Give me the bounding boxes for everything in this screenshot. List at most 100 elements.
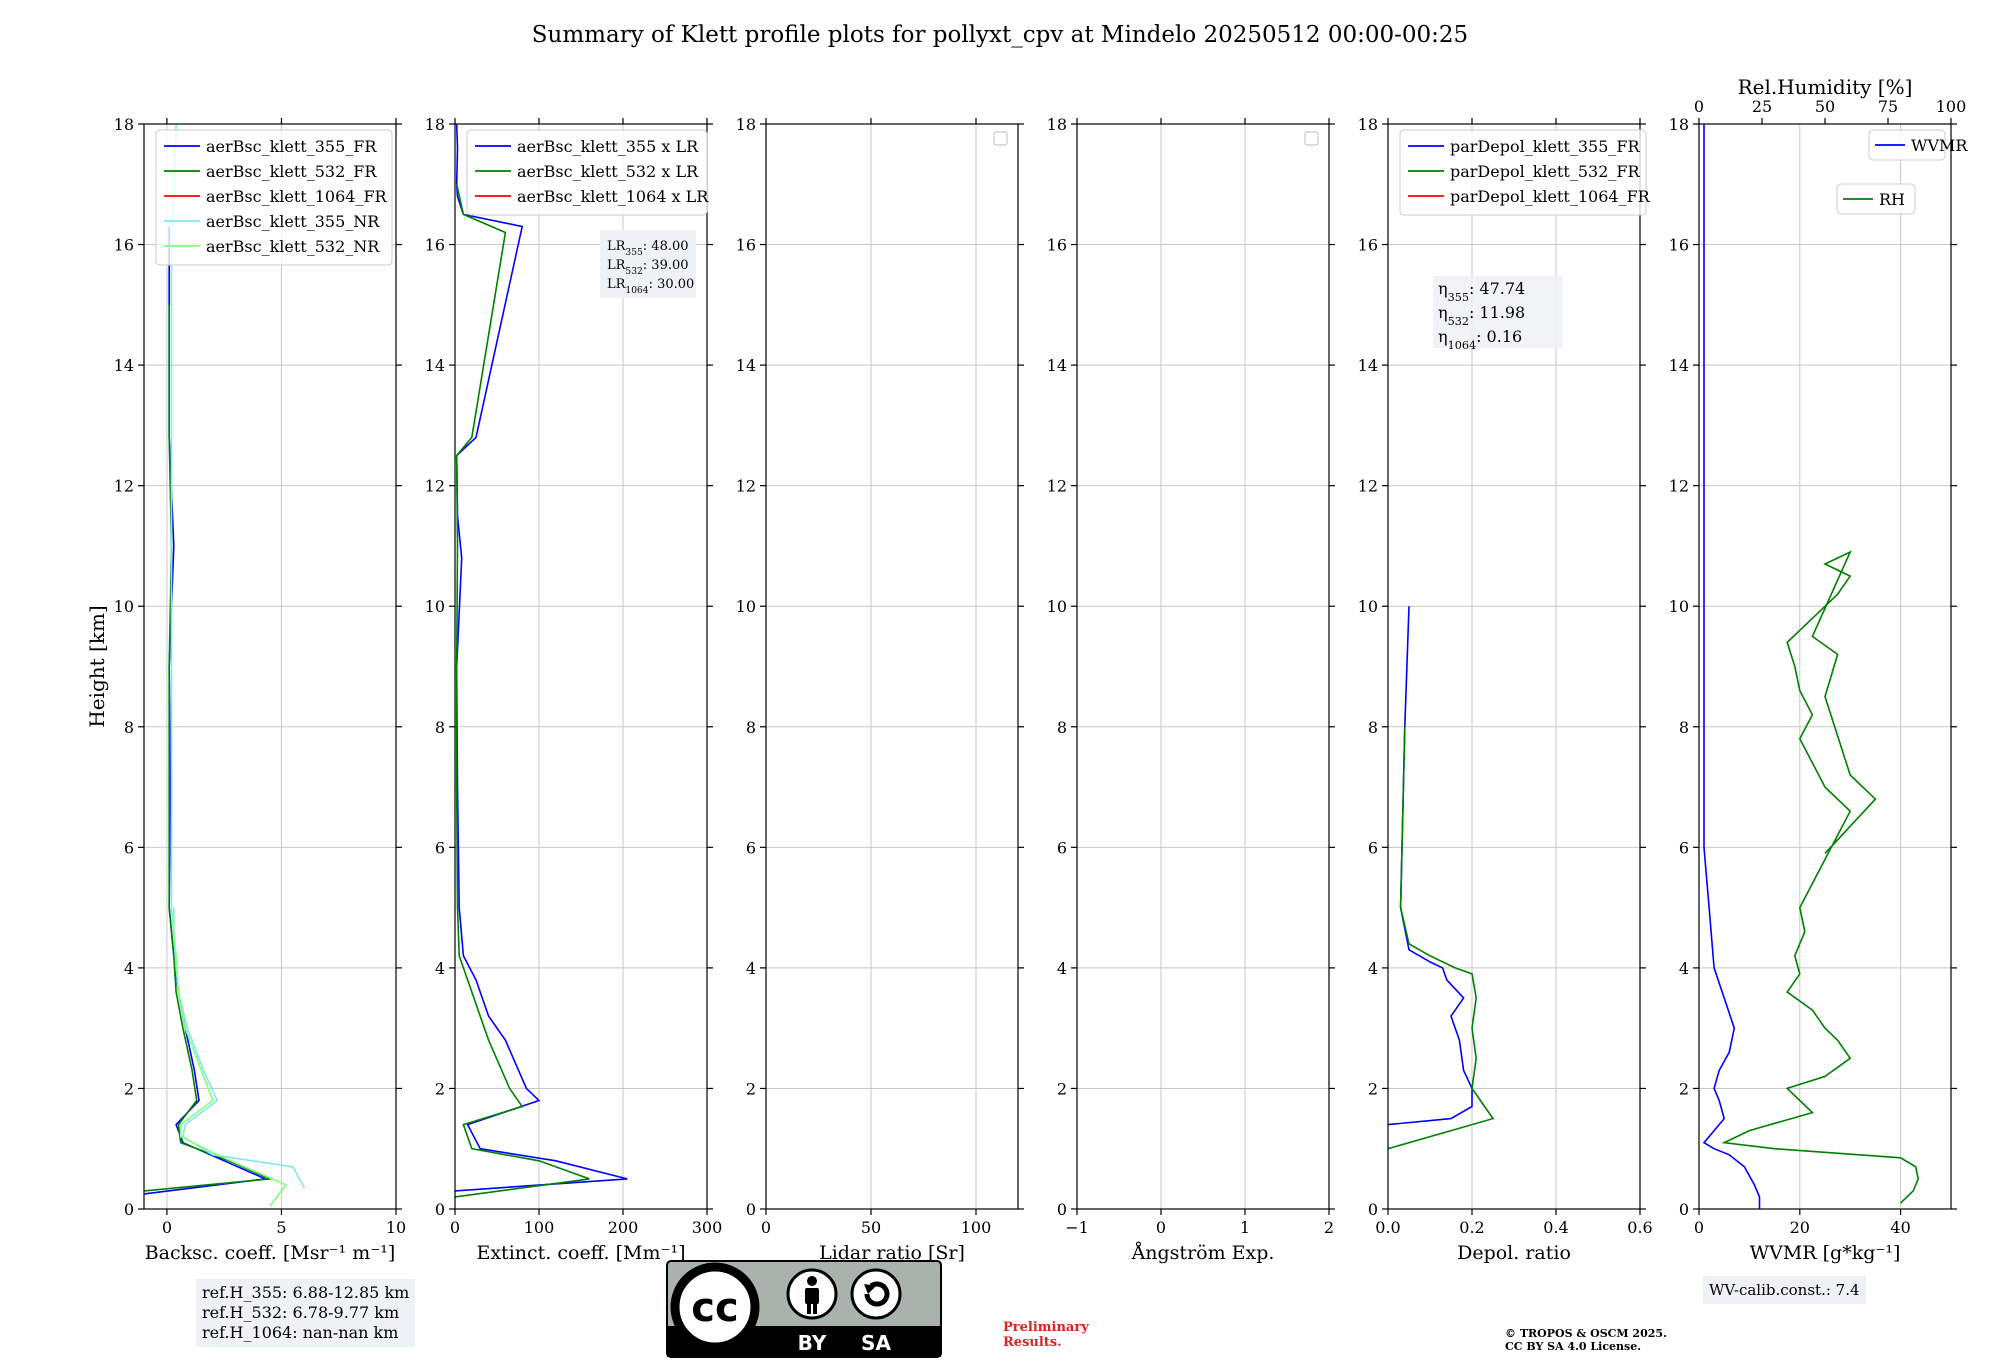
wv-calib-box: WV-calib.const.: 7.4 [1703,1276,1866,1304]
panel-5-series-group [1388,606,1495,1150]
panel-1-ytick-label: 12 [114,477,134,496]
panel-6-legend-label-RH: RH [1879,190,1905,209]
panel-3-ytick-label: 16 [736,236,756,255]
panel-4-ytick-label: 18 [1047,115,1067,134]
panel-3-ytick-label: 4 [746,959,756,978]
panel-1-ytick-label: 8 [124,718,134,737]
panel-1-xlabel: Backsc. coeff. [Msr⁻¹ m⁻¹] [145,1242,396,1264]
panel-1-legend-label: aerBsc_klett_355_FR [206,137,377,156]
panel-1-legend-label: aerBsc_klett_532_NR [206,237,380,256]
panel-6-xtick-label: 0 [1694,1218,1704,1237]
panel-6-ytick-label: 16 [1669,236,1689,255]
panel-2-xtick-label: 200 [608,1218,639,1237]
panel-2-ytick-label: 14 [425,356,445,375]
panel-6-ytick-label: 2 [1679,1079,1689,1098]
panel-4-ytick-label: 14 [1047,356,1067,375]
panel-6-legend-label-WVMR: WVMR [1911,136,1968,155]
panel-6-rh-tick-label: 75 [1878,97,1898,116]
panel-4-ytick-label: 2 [1057,1079,1067,1098]
panel-2-ytick-label: 6 [435,838,445,857]
panel-4-xtick-label: 0 [1156,1218,1166,1237]
panel-1-legend-label: aerBsc_klett_355_NR [206,212,380,231]
panel-5-series-parDepol_klett_532_FR [1388,726,1495,1150]
panel-2-ytick-label: 4 [435,959,445,978]
cc-license-badge: cc BY SA [666,1260,942,1358]
panel-5-ytick-label: 0 [1368,1200,1378,1219]
reference-height-box: ref.H_355: 6.88-12.85 km ref.H_532: 6.78… [196,1279,416,1347]
panel-5-legend-label: parDepol_klett_532_FR [1450,162,1641,181]
panel-2-ytick-label: 0 [435,1200,445,1219]
panel-6-rh-tick-label: 100 [1936,97,1967,116]
panel-1-ytick-label: 6 [124,838,134,857]
panel-5-ytick-label: 2 [1368,1079,1378,1098]
panel-4-ytick-label: 4 [1057,959,1067,978]
panel-2-ytick-label: 16 [425,236,445,255]
panel-2-ytick-label: 2 [435,1079,445,1098]
panel-4-ytick-label: 10 [1047,597,1067,616]
panel-4-xtick-label: −1 [1065,1218,1089,1237]
panel-6-ytick-label: 18 [1669,115,1689,134]
svg-text:cc: cc [691,1285,738,1331]
panel-2-annot-box [600,230,696,298]
panel-6-ytick-label: 4 [1679,959,1689,978]
panel-2-xtick-label: 300 [692,1218,723,1237]
panel-5-ytick-label: 12 [1358,477,1378,496]
panel-2-series-group [455,124,628,1198]
panel-2-xlabel: Extinct. coeff. [Mm⁻¹] [476,1242,685,1264]
panel-5-legend-box [1399,129,1647,216]
panel-2-legend-label: aerBsc_klett_355 x LR [517,137,699,156]
panel-1-xtick-label: 10 [386,1218,406,1237]
panel-6-rh-label: Rel.Humidity [%] [1738,75,1913,99]
panel-6-ytick-label: 10 [1669,597,1689,616]
panel-4-ytick-label: 12 [1047,477,1067,496]
panel-5-annot-box [1433,276,1563,348]
panel-2-ytick-label: 10 [425,597,445,616]
panel-3-ytick-label: 0 [746,1200,756,1219]
refh-355: ref.H_355: 6.88-12.85 km [202,1283,410,1302]
panel-1-ytick-label: 0 [124,1200,134,1219]
panel-3-xtick-label: 0 [761,1218,771,1237]
panel-5-annot-eta: η532: 11.98 [1438,303,1525,328]
copyright-note: © TROPOS & OSCM 2025. CC BY SA 4.0 Licen… [1505,1327,1667,1353]
panel-1-ytick-label: 4 [124,959,134,978]
panel-2-annot-lr: LR355: 48.00 [607,239,689,258]
panel-5-xlabel: Depol. ratio [1457,1242,1571,1264]
panel-5-ytick-label: 10 [1358,597,1378,616]
panel-1-ytick-label: 14 [114,356,134,375]
panel-4-ytick-label: 8 [1057,718,1067,737]
panel-5-xtick-label: 0.2 [1459,1218,1484,1237]
panel-5-ytick-label: 4 [1368,959,1378,978]
y-axis-label: Height [km] [85,605,109,727]
panel-5-ytick-label: 8 [1368,718,1378,737]
panel-2-legend-label: aerBsc_klett_532 x LR [517,162,699,181]
cc-by-label: BY [798,1331,827,1355]
figure-title: Summary of Klett profile plots for polly… [531,22,1469,48]
refh-532: ref.H_532: 6.78-9.77 km [202,1303,400,1322]
panel-3-empty-legend [993,131,1008,146]
panel-5-annot-eta: η355: 47.74 [1438,279,1525,304]
panel-5-xtick-label: 0.0 [1375,1218,1400,1237]
panel-3-xtick-label: 50 [861,1218,881,1237]
preliminary-note: Preliminary Results. [1003,1320,1089,1350]
panel-4-empty-legend [1304,131,1319,146]
panel-5-frame [1387,123,1641,1210]
panel-2-annot-lr: LR532: 39.00 [607,258,689,277]
panel-3-ytick-label: 6 [746,838,756,857]
panel-2-ytick-label: 18 [425,115,445,134]
panel-3-ytick-label: 14 [736,356,756,375]
panel-2-ytick-label: 8 [435,718,445,737]
panel-4-ytick-label: 16 [1047,236,1067,255]
panel-5-annot-eta: η1064: 0.16 [1438,327,1522,352]
panel-6-ytick-label: 6 [1679,838,1689,857]
panel-2-xtick-label: 0 [450,1218,460,1237]
panel-5-ytick-label: 18 [1358,115,1378,134]
panel-1-xtick-label: 5 [276,1218,286,1237]
panel-1-xtick-label: 0 [162,1218,172,1237]
panel-1-frame [143,123,397,1210]
panel-6-series-group [1702,124,1920,1209]
panel-3-frame [765,123,1019,1210]
panel-2-annot-lr: LR1064: 30.00 [607,277,694,296]
panel-3-ytick-label: 2 [746,1079,756,1098]
panel-4-xtick-label: 1 [1240,1218,1250,1237]
